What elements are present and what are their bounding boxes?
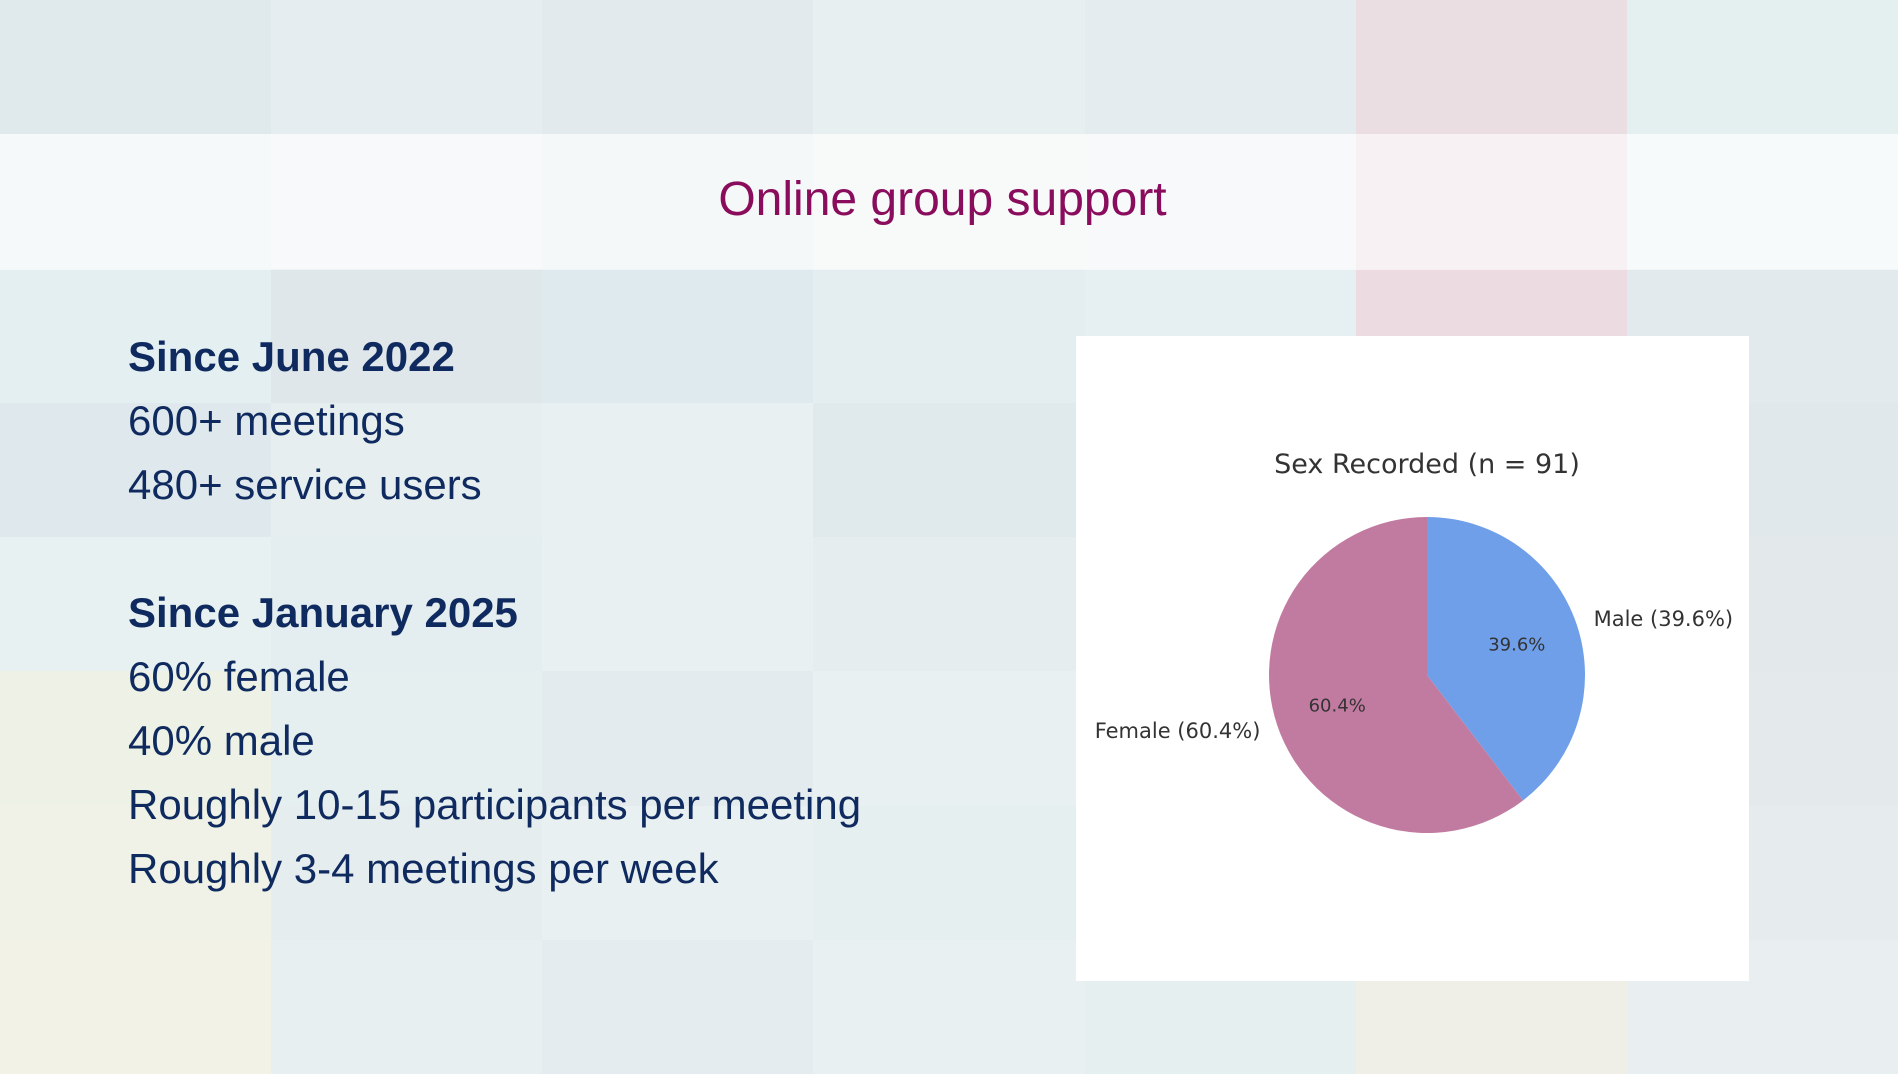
stat-meetings: 600+ meetings [128,397,405,444]
pie-pct-label: 60.4% [1309,695,1366,716]
section-heading-june-2022: Since June 2022 [128,333,455,380]
pie-slices: 39.6% Male (39.6%) 60.4% Female (60.4%) [1095,517,1733,833]
pie-chart: Sex Recorded (n = 91) 39.6% Male (39.6%) 6… [1095,449,1733,833]
section-heading-january-2025: Since January 2025 [128,589,518,636]
text-block: Since June 2022 600+ meetings 480+ servi… [128,325,861,901]
pie-pct-label: 39.6% [1488,635,1545,656]
pie-category-label: Female (60.4%) [1095,719,1261,743]
stat-meetings-per-week: Roughly 3-4 meetings per week [128,845,719,892]
pie-slice-male [1427,517,1585,801]
pie-slice-female [1269,517,1524,833]
stat-participants: Roughly 10-15 participants per meeting [128,781,862,828]
stat-male: 40% male [128,717,315,764]
title-band [0,134,1898,270]
slide-title: Online group support [718,173,1167,226]
pie-category-label: Male (39.6%) [1594,607,1734,631]
chart-panel: Sex Recorded (n = 91) 39.6% Male (39.6%) 6… [1076,336,1749,981]
stat-female: 60% female [128,653,350,700]
chart-title: Sex Recorded (n = 91) [1274,449,1580,480]
spacer [128,517,861,581]
stat-service-users: 480+ service users [128,461,482,508]
